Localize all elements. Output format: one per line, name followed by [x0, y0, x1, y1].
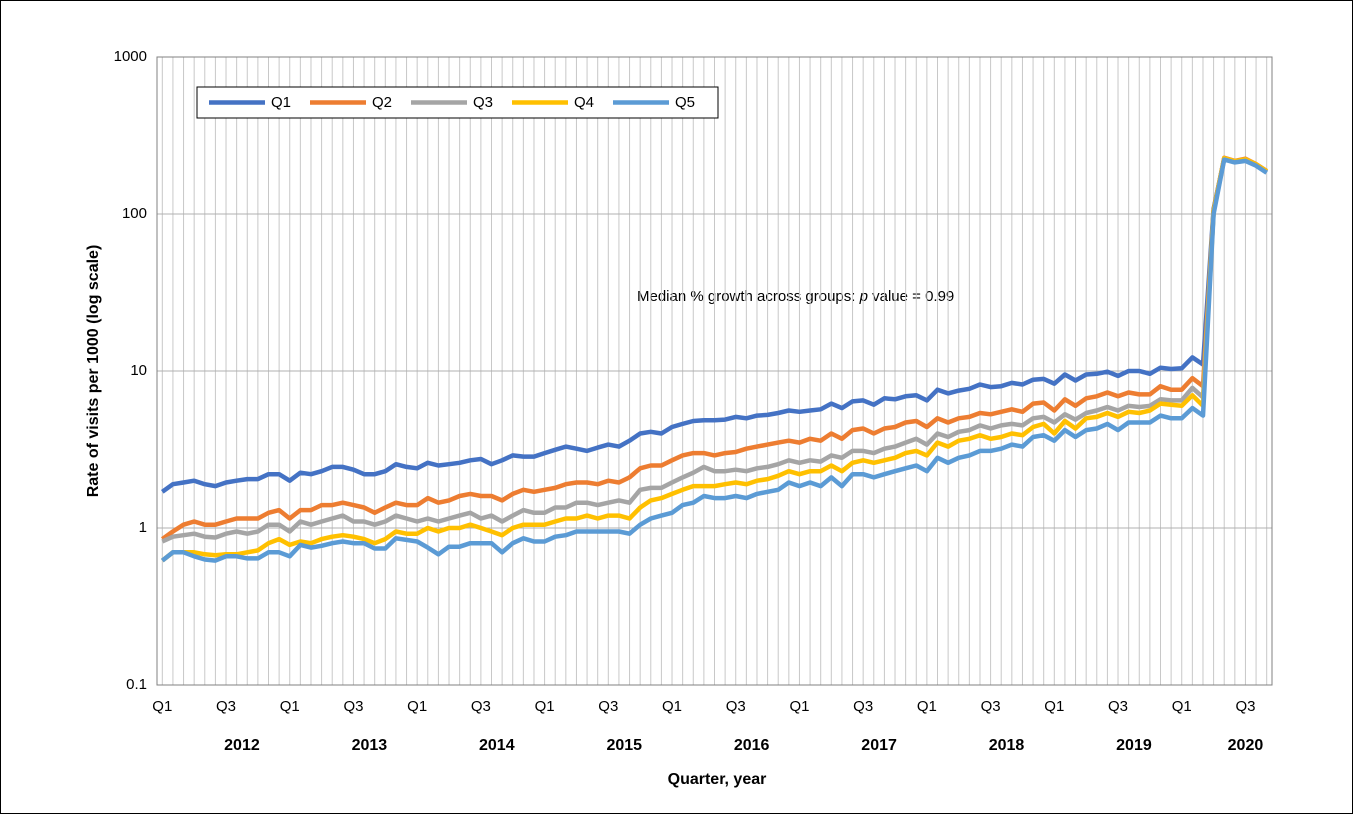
legend-label: Q4	[574, 94, 594, 111]
x-group-label: 2014	[479, 737, 515, 754]
x-group-label: 2019	[1116, 737, 1152, 754]
series-line	[160, 156, 1268, 494]
x-tick-label: Q1	[662, 698, 682, 715]
x-group-label: 2018	[989, 737, 1025, 754]
annotation-part: Median % growth across groups:	[637, 288, 860, 305]
x-group-label: 2013	[352, 737, 388, 754]
x-tick-label: Q1	[1172, 698, 1192, 715]
x-tick-label: Q1	[152, 698, 172, 715]
y-tick-label: 1000	[114, 48, 147, 65]
x-tick-label: Q1	[917, 698, 937, 715]
legend-label: Q1	[271, 94, 291, 111]
x-tick-label: Q1	[1044, 698, 1064, 715]
annotation-part: value = 0.99	[868, 288, 954, 305]
x-tick-label: Q1	[789, 698, 809, 715]
x-tick-label: Q3	[343, 698, 363, 715]
legend-label: Q2	[372, 94, 392, 111]
series-line	[160, 157, 1268, 563]
y-axis-label: Rate of visits per 1000 (log scale)	[85, 245, 102, 498]
x-tick-label: Q3	[853, 698, 873, 715]
x-tick-label: Q3	[981, 698, 1001, 715]
x-tick-label: Q3	[1235, 698, 1255, 715]
x-tick-label: Q3	[216, 698, 236, 715]
x-axis-label: Quarter, year	[668, 771, 767, 788]
annotation: Median % growth across groups: p value =…	[637, 288, 954, 305]
x-group-label: 2015	[606, 737, 642, 754]
x-group-label: 2020	[1228, 737, 1264, 754]
y-tick-label: 10	[130, 362, 147, 379]
x-tick-label: Q3	[598, 698, 618, 715]
legend-label: Q5	[675, 94, 695, 111]
x-tick-label: Q1	[535, 698, 555, 715]
x-tick-label: Q1	[407, 698, 427, 715]
legend: Q1 Q2 Q3 Q4 Q5	[196, 86, 719, 119]
x-tick-label: Q3	[471, 698, 491, 715]
y-tick-label: 0.1	[126, 676, 147, 693]
x-tick-label: Q1	[280, 698, 300, 715]
x-group-label: 2012	[224, 737, 260, 754]
series-line	[161, 156, 1268, 544]
series-line	[160, 155, 1268, 563]
x-group-label: 2016	[734, 737, 770, 754]
series-line	[160, 155, 1268, 541]
legend-label: Q3	[473, 94, 493, 111]
plot-border	[156, 56, 1273, 686]
x-tick-label: Q3	[726, 698, 746, 715]
x-tick-label: Q3	[1108, 698, 1128, 715]
x-group-label: 2017	[861, 737, 897, 754]
y-tick-label: 100	[122, 205, 147, 222]
y-tick-label: 1	[139, 519, 147, 536]
